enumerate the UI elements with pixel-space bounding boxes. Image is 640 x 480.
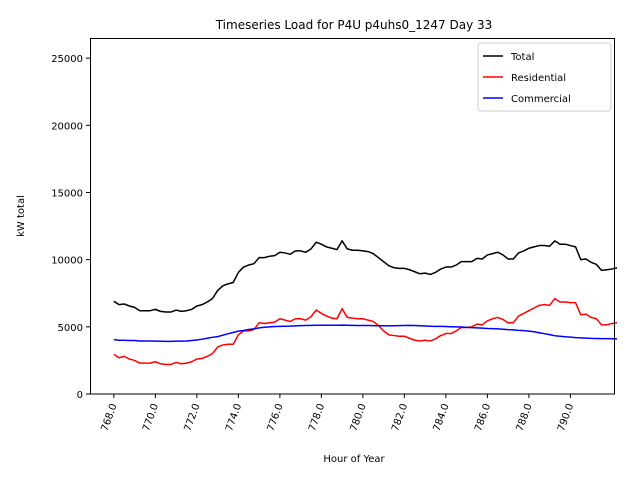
y-axis: 0 5000 10000 15000 20000 25000: [51, 54, 90, 401]
x-tick-label: 778.0: [307, 402, 327, 433]
x-tick-label: 784.0: [432, 402, 452, 433]
x-tick-label: 772.0: [183, 402, 203, 433]
legend-label-total: Total: [510, 52, 534, 63]
y-tick-label: 25000: [51, 54, 83, 65]
x-tick-label: 788.0: [515, 402, 535, 433]
series-line-total: [113, 240, 618, 313]
x-tick-label: 774.0: [224, 402, 244, 433]
plot-frame: [90, 38, 615, 395]
x-tick-label: 782.0: [390, 402, 410, 433]
x-tick-label: 776.0: [266, 402, 286, 433]
plot-area: [90, 38, 618, 395]
x-axis: 768.0 770.0 772.0 774.0 776.0 778.0 780.0 782.0…: [100, 394, 576, 433]
y-tick-label: 0: [77, 390, 83, 401]
y-tick-label: 15000: [51, 188, 83, 199]
legend: Total Residential Commercial: [477, 42, 612, 112]
series-line-commercial: [113, 324, 618, 343]
chart-title: Timeseries Load for P4U p4uhs0_1247 Day …: [215, 18, 493, 32]
legend-box: [477, 42, 612, 112]
series-line-residential: [113, 297, 618, 366]
y-tick-label: 5000: [58, 323, 83, 334]
x-tick-label: 770.0: [141, 402, 161, 433]
y-tick-label: 10000: [51, 256, 83, 267]
x-tick-label: 790.0: [556, 402, 576, 433]
x-tick-label: 786.0: [473, 402, 493, 433]
y-axis-label: kW total: [16, 195, 27, 237]
series-layer: [113, 240, 618, 366]
y-tick-label: 20000: [51, 121, 83, 132]
x-axis-label: Hour of Year: [323, 454, 385, 465]
legend-label-commercial: Commercial: [511, 94, 571, 105]
x-tick-label: 768.0: [100, 402, 120, 433]
legend-label-residential: Residential: [511, 73, 566, 84]
x-tick-label: 780.0: [349, 402, 369, 433]
